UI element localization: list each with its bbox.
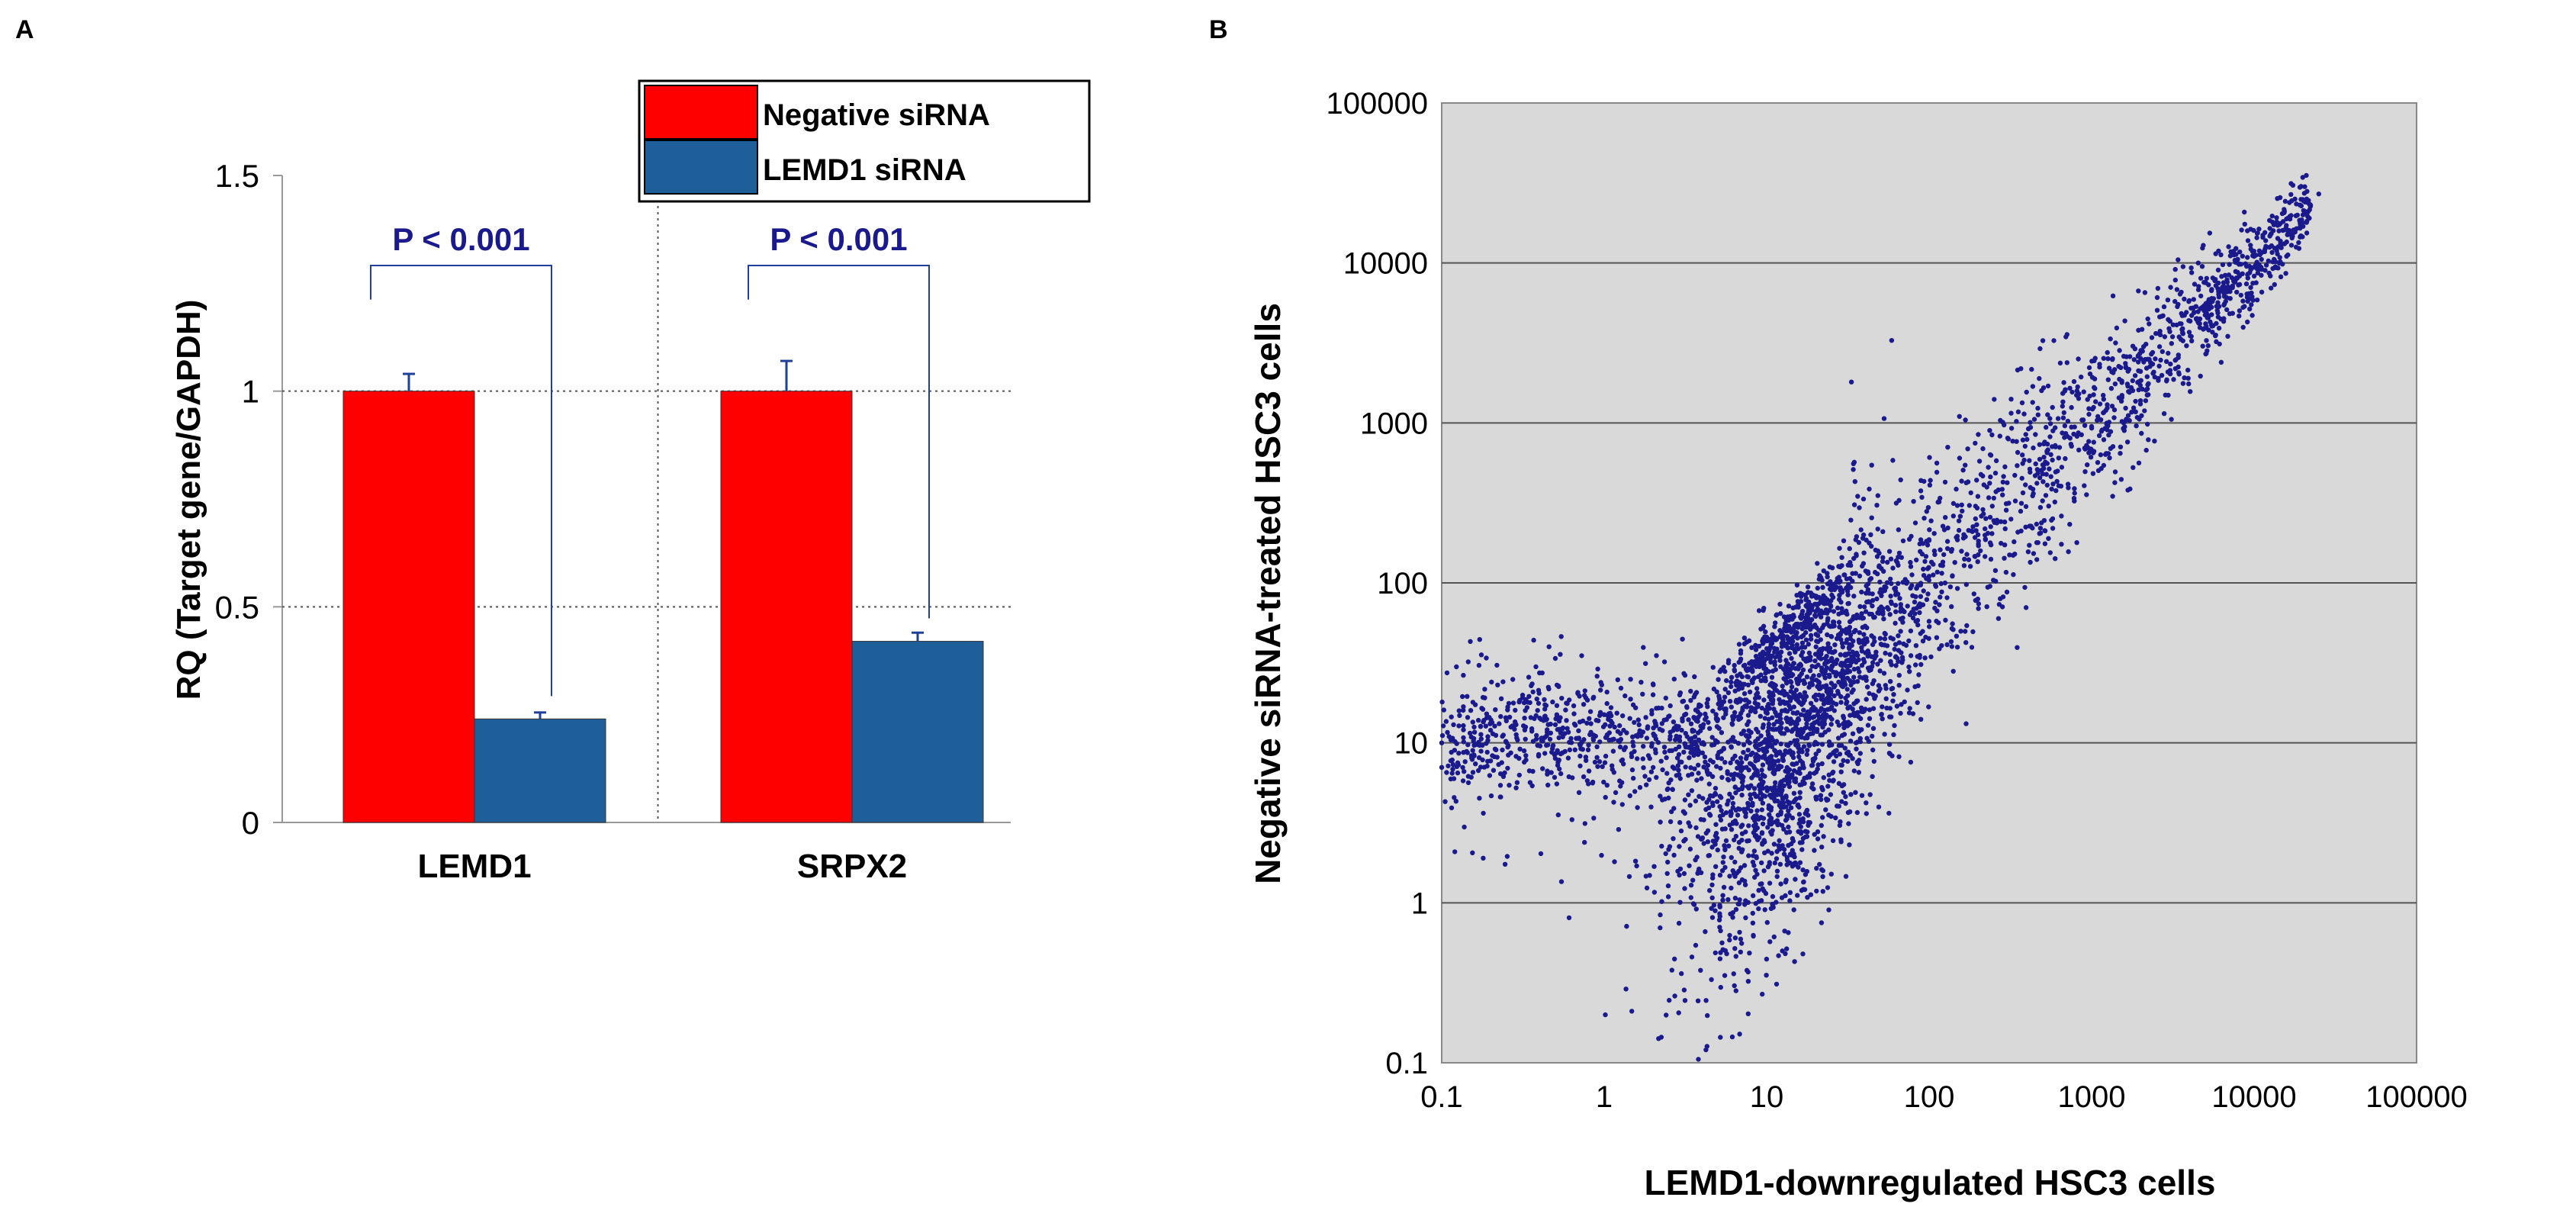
bar bbox=[474, 718, 606, 823]
x-tick-label: 100 bbox=[1904, 1080, 1955, 1114]
y-tick-label: 1000 bbox=[1360, 407, 1428, 440]
x-tick-label: 1 bbox=[1596, 1080, 1613, 1114]
category-label: LEMD1 bbox=[417, 848, 531, 885]
y-tick-label: 100 bbox=[1377, 567, 1428, 600]
panel-b-label: B bbox=[1209, 15, 1228, 44]
y-tick-label: 0 bbox=[242, 805, 259, 841]
bar bbox=[851, 641, 984, 823]
category-labels: LEMD1 SRPX2 bbox=[417, 848, 907, 885]
x-tick-label: 100000 bbox=[2365, 1080, 2467, 1114]
legend-swatch-lemd1 bbox=[644, 140, 758, 195]
x-tick-label: 1000 bbox=[2058, 1080, 2126, 1114]
y-tick-label: 10000 bbox=[1343, 247, 1428, 281]
y-tick-label: 100000 bbox=[1327, 87, 1428, 121]
y-axis-label: Negative siRNA-treated HSC3 cells bbox=[1248, 303, 1288, 884]
panel-a-label: A bbox=[15, 15, 34, 44]
data-points bbox=[1439, 172, 2321, 1062]
x-tick-label: 0.1 bbox=[1420, 1080, 1463, 1114]
legend-label-lemd1: LEMD1 siRNA bbox=[763, 153, 966, 187]
scatter-points bbox=[1439, 172, 2321, 1062]
x-axis-label: LEMD1-downregulated HSC3 cells bbox=[1645, 1163, 2216, 1202]
y-tick-label: 0.1 bbox=[1385, 1047, 1428, 1080]
category-label: SRPX2 bbox=[797, 848, 907, 885]
legend-label-negative: Negative siRNA bbox=[763, 98, 990, 132]
x-tick-label: 10000 bbox=[2211, 1080, 2296, 1114]
significance-bracket bbox=[748, 265, 930, 619]
significance-bracket bbox=[370, 265, 552, 697]
bar bbox=[720, 391, 853, 823]
legend-swatch-negative bbox=[644, 85, 758, 140]
x-tick-label: 10 bbox=[1750, 1080, 1784, 1114]
y-tick-labels: 0.1 1 10 100 1000 10000 100000 bbox=[1327, 87, 1428, 1080]
y-ticks: 0 0.5 1 1.5 bbox=[215, 158, 282, 841]
p-value-label: P < 0.001 bbox=[770, 221, 907, 257]
bars bbox=[343, 359, 984, 823]
y-axis-label: RQ (Target gene/GAPDH) bbox=[170, 300, 207, 700]
y-tick-label: 1.5 bbox=[215, 158, 259, 194]
p-value-label: P < 0.001 bbox=[392, 221, 529, 257]
y-tick-label: 1 bbox=[1411, 887, 1428, 920]
annotations: P < 0.001 P < 0.001 bbox=[370, 221, 930, 697]
gridlines bbox=[1442, 262, 2417, 904]
legend: Negative siRNA LEMD1 siRNA bbox=[638, 79, 1091, 203]
bar bbox=[343, 391, 475, 823]
x-tick-labels: 0.1 1 10 100 1000 10000 100000 bbox=[1420, 1080, 2468, 1114]
scatter-chart: 0.1 1 10 100 1000 10000 100000 0.1 1 10 100 1000 10… bbox=[1248, 87, 2468, 1202]
bar-chart: 0 0.5 1 1.5 P < 0.001 P < 0.001 LEMD1 SRPX2 R… bbox=[170, 79, 1091, 885]
y-tick-label: 1 bbox=[242, 374, 259, 410]
y-tick-label: 10 bbox=[1394, 727, 1429, 761]
y-tick-label: 0.5 bbox=[215, 589, 259, 625]
